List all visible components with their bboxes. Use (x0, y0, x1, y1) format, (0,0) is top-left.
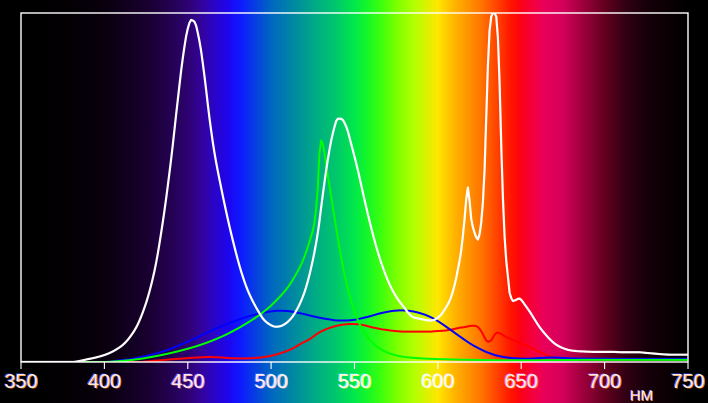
svg-text:600: 600 (421, 371, 454, 393)
svg-text:450: 450 (171, 371, 204, 393)
svg-text:750: 750 (671, 371, 704, 393)
svg-text:500: 500 (254, 371, 287, 393)
svg-text:700: 700 (588, 371, 621, 393)
svg-text:650: 650 (505, 371, 538, 393)
svg-text:550: 550 (338, 371, 371, 393)
svg-text:350: 350 (4, 371, 37, 393)
svg-text:400: 400 (88, 371, 121, 393)
svg-text:HM: HM (630, 388, 653, 403)
